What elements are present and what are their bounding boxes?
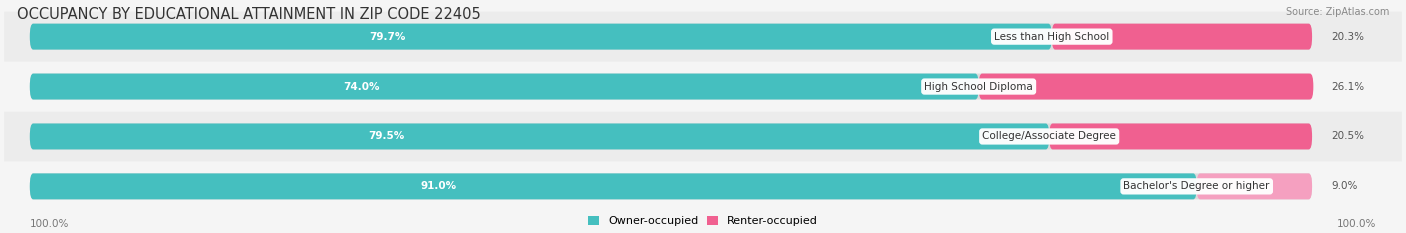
Text: 20.5%: 20.5% [1331, 131, 1364, 141]
FancyBboxPatch shape [979, 74, 1313, 99]
FancyBboxPatch shape [30, 123, 1049, 149]
FancyBboxPatch shape [30, 74, 979, 99]
FancyBboxPatch shape [30, 123, 1312, 149]
Text: 20.3%: 20.3% [1331, 32, 1364, 42]
Text: OCCUPANCY BY EDUCATIONAL ATTAINMENT IN ZIP CODE 22405: OCCUPANCY BY EDUCATIONAL ATTAINMENT IN Z… [17, 7, 481, 22]
Text: 79.7%: 79.7% [370, 32, 406, 42]
Text: 79.5%: 79.5% [368, 131, 405, 141]
Text: College/Associate Degree: College/Associate Degree [983, 131, 1116, 141]
Text: 100.0%: 100.0% [30, 219, 69, 229]
FancyBboxPatch shape [4, 112, 1402, 161]
Text: 91.0%: 91.0% [420, 181, 457, 191]
FancyBboxPatch shape [30, 173, 1312, 199]
Text: High School Diploma: High School Diploma [924, 82, 1033, 92]
Text: 74.0%: 74.0% [343, 82, 380, 92]
FancyBboxPatch shape [30, 173, 1197, 199]
FancyBboxPatch shape [4, 12, 1402, 62]
Text: Source: ZipAtlas.com: Source: ZipAtlas.com [1285, 7, 1389, 17]
FancyBboxPatch shape [30, 74, 1312, 99]
FancyBboxPatch shape [30, 24, 1052, 50]
FancyBboxPatch shape [1052, 24, 1312, 50]
FancyBboxPatch shape [4, 62, 1402, 112]
FancyBboxPatch shape [1049, 123, 1312, 149]
FancyBboxPatch shape [4, 161, 1402, 211]
FancyBboxPatch shape [30, 24, 1312, 50]
Text: 26.1%: 26.1% [1331, 82, 1364, 92]
Legend: Owner-occupied, Renter-occupied: Owner-occupied, Renter-occupied [583, 211, 823, 230]
Text: 9.0%: 9.0% [1331, 181, 1358, 191]
FancyBboxPatch shape [1197, 173, 1312, 199]
Text: Bachelor's Degree or higher: Bachelor's Degree or higher [1123, 181, 1270, 191]
Text: Less than High School: Less than High School [994, 32, 1109, 42]
Text: 100.0%: 100.0% [1337, 219, 1376, 229]
